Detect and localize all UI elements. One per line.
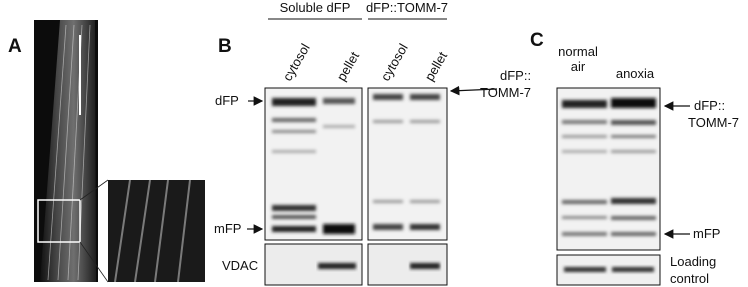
loading-label: Loading	[670, 254, 716, 269]
lane-label: normal	[558, 44, 598, 59]
band-label: dFP::	[500, 68, 531, 83]
blot	[556, 87, 661, 286]
lane-label: pellet	[334, 49, 363, 84]
band-label: mFP	[214, 221, 241, 236]
micrograph	[34, 20, 205, 283]
lane-label: air	[571, 59, 586, 74]
band-label: dFP::	[694, 98, 725, 113]
panel-label: B	[218, 36, 232, 57]
arrow	[449, 85, 498, 96]
blot	[264, 87, 448, 286]
panel-label: C	[530, 30, 544, 51]
band-label: dFP	[215, 93, 239, 108]
band-label: TOMM-7	[480, 85, 531, 100]
lane-label: cytosol	[378, 41, 411, 84]
band-label: mFP	[693, 226, 720, 241]
band-label: VDAC	[222, 258, 258, 273]
band-label: TOMM-7	[688, 115, 739, 130]
loading-label: control	[670, 271, 709, 286]
lane-label: pellet	[422, 49, 451, 84]
group-label: dFP::TOMM-7	[366, 0, 448, 15]
lane-label: anoxia	[616, 66, 655, 81]
lane-label: cytosol	[280, 41, 313, 84]
group-label: Soluble dFP	[280, 0, 351, 15]
panel-label: A	[8, 36, 22, 57]
